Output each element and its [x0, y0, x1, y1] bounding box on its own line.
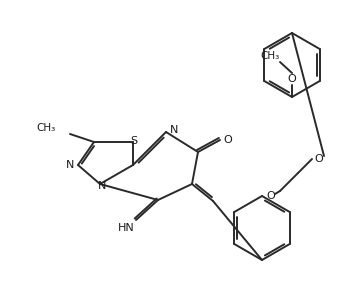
Text: O: O — [288, 74, 297, 84]
Text: N: N — [170, 125, 178, 135]
Text: N: N — [66, 160, 74, 170]
Text: CH₃: CH₃ — [260, 51, 279, 61]
Text: HN: HN — [117, 223, 134, 233]
Text: O: O — [224, 135, 232, 145]
Text: O: O — [267, 191, 276, 201]
Text: O: O — [315, 154, 323, 164]
Text: CH₃: CH₃ — [37, 123, 56, 133]
Text: S: S — [130, 136, 137, 146]
Text: N: N — [98, 181, 106, 191]
